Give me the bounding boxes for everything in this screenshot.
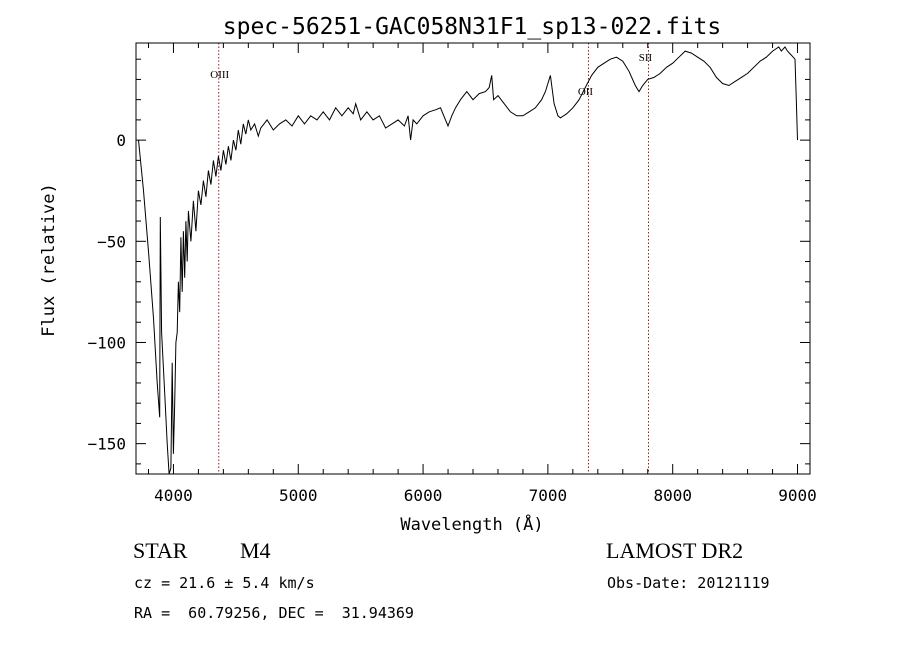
line-label-sii: SII (639, 52, 653, 64)
redshift-info: cz = 21.6 ± 5.4 km/s (134, 574, 315, 592)
line-label-oiii: OIII (210, 69, 229, 81)
y-tick-label: −50 (97, 232, 126, 251)
object-subclass: M4 (240, 538, 271, 563)
coordinates: RA = 60.79256, DEC = 31.94369 (134, 604, 414, 622)
plot-frame (135, 42, 811, 475)
spectrum-line (138, 46, 798, 475)
x-tick-label: 9000 (778, 486, 817, 505)
x-tick-label: 6000 (404, 486, 443, 505)
x-tick-label: 7000 (529, 486, 568, 505)
x-tick-label: 8000 (653, 486, 692, 505)
y-tick-label: −150 (87, 435, 126, 454)
object-class: STAR (133, 538, 188, 563)
y-tick-label: −100 (87, 333, 126, 352)
y-tick-label: 0 (116, 131, 126, 150)
x-tick-label: 5000 (279, 486, 318, 505)
y-axis-label: Flux (relative) (39, 183, 59, 337)
obs-date: Obs-Date: 20121119 (607, 574, 770, 592)
chart-title: spec-56251-GAC058N31F1_sp13-022.fits (223, 14, 722, 40)
survey-label: LAMOST DR2 (606, 538, 744, 563)
x-tick-label: 4000 (154, 486, 193, 505)
x-axis-label: Wavelength (Å) (400, 513, 543, 535)
